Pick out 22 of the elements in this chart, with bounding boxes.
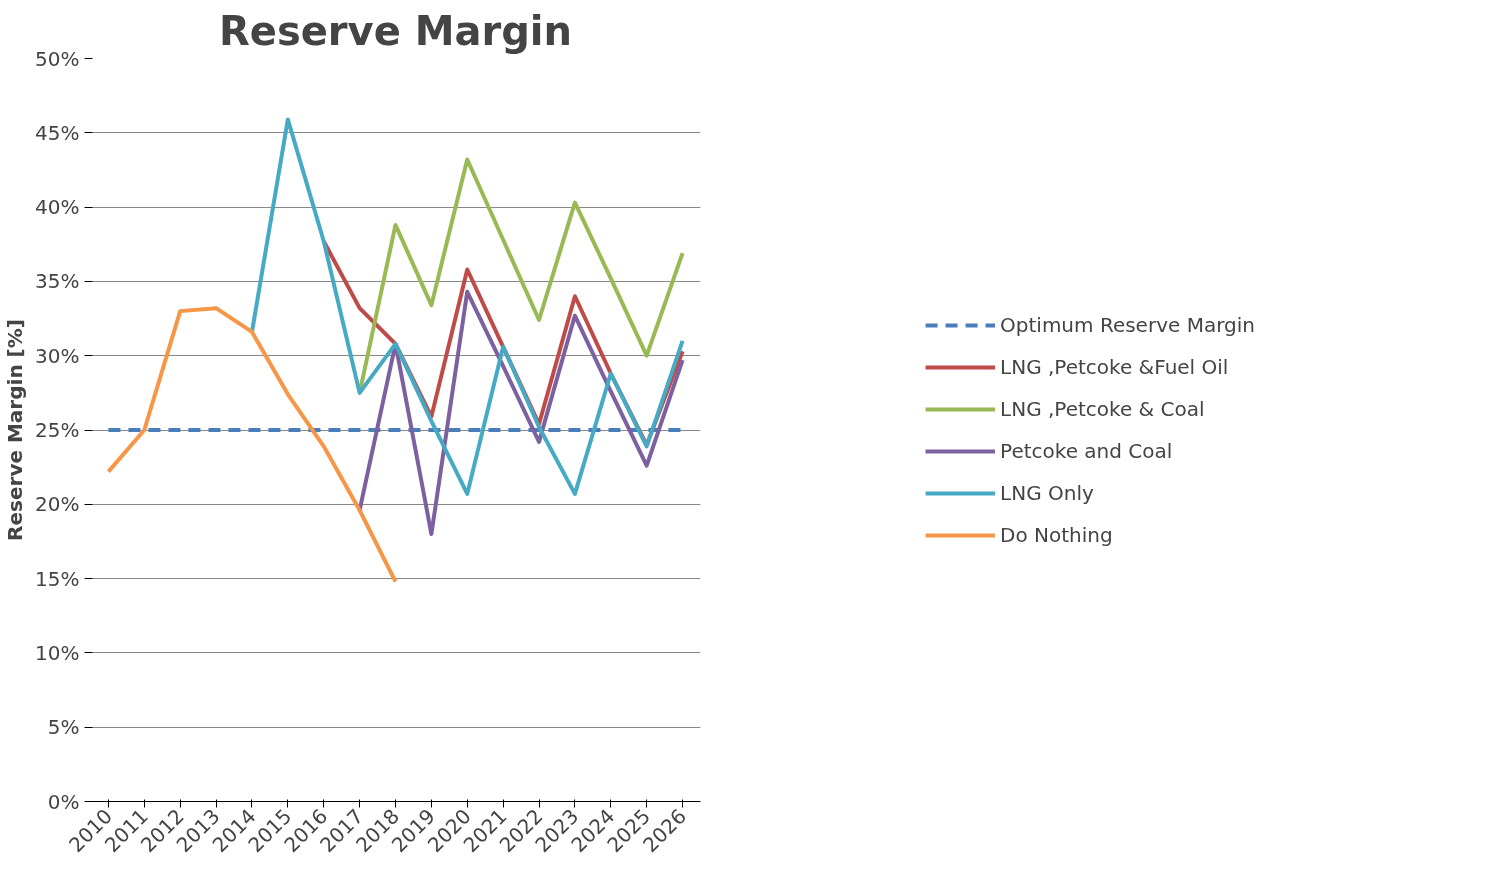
- legend-label: LNG Only: [1000, 480, 1094, 505]
- y-tick-label: 45%: [35, 120, 80, 145]
- y-tick-label: 10%: [35, 640, 80, 665]
- line-series: [357, 289, 685, 537]
- y-tick-label: 25%: [35, 418, 80, 442]
- legend-label: LNG ,Petcoke & Coal: [1000, 396, 1205, 421]
- legend-label: LNG ,Petcoke &Fuel Oil: [1000, 354, 1229, 379]
- y-tick-label: 15%: [35, 566, 80, 591]
- legend-label: Optimum Reserve Margin: [1000, 312, 1255, 337]
- line-series: [249, 117, 685, 496]
- legend-label: Do Nothing: [1000, 522, 1113, 547]
- legend-label: Petcoke and Coal: [1000, 438, 1173, 463]
- chart-title: Reserve Margin: [218, 7, 573, 54]
- y-tick-label: 0%: [47, 789, 80, 814]
- y-tick-label: 20%: [35, 492, 80, 517]
- y-axis-title: Reserve Margin [%]: [3, 319, 28, 541]
- y-tick-label: 30%: [35, 343, 80, 368]
- y-tick-label: 5%: [47, 715, 80, 740]
- y-tick-label: 35%: [35, 269, 80, 294]
- line-series: [106, 306, 398, 584]
- y-tick-label: 50%: [35, 46, 80, 71]
- y-tick-label: 40%: [35, 195, 80, 220]
